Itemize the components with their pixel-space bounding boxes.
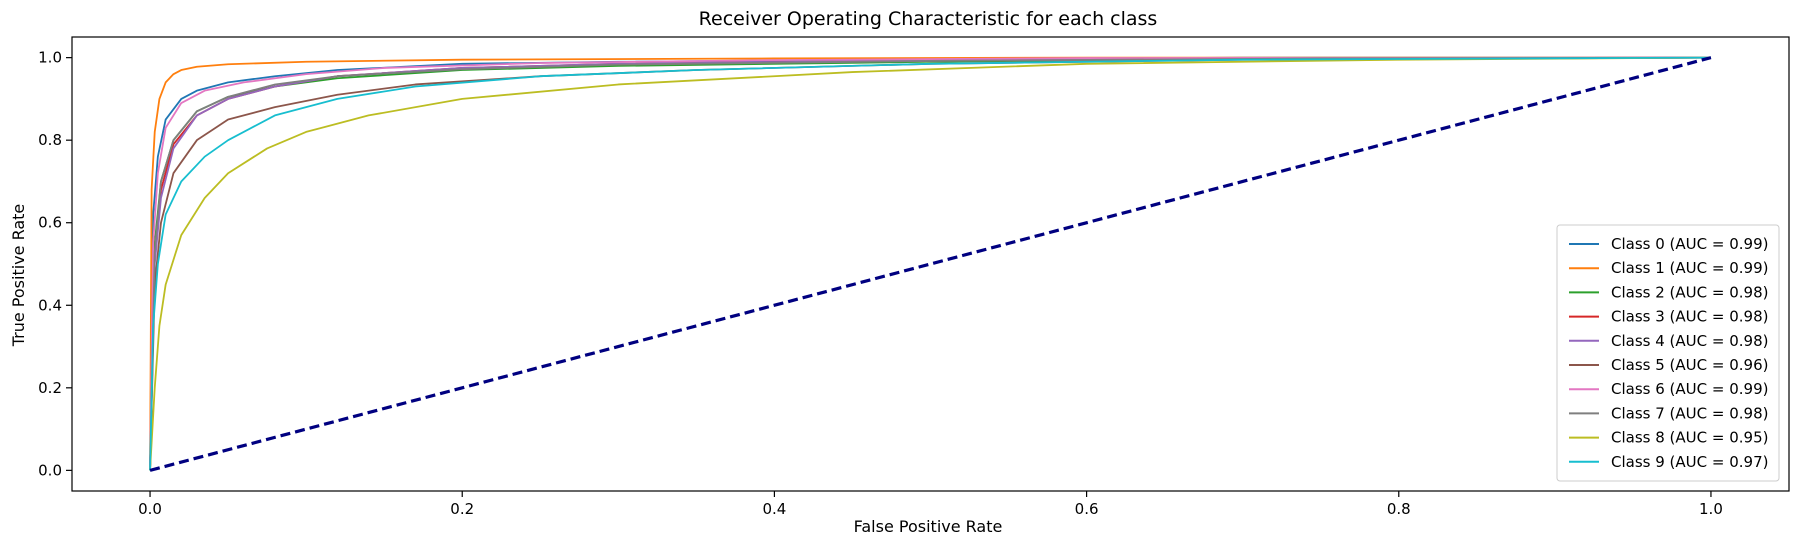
legend-entry-label: Class 1 (AUC = 0.99) bbox=[1611, 259, 1768, 277]
y-tick-label: 0.6 bbox=[38, 214, 62, 232]
legend-entry-label: Class 2 (AUC = 0.98) bbox=[1611, 283, 1768, 301]
y-tick-label: 0.2 bbox=[38, 379, 62, 397]
chart-title: Receiver Operating Characteristic for ea… bbox=[699, 8, 1158, 30]
legend-entry-label: Class 0 (AUC = 0.99) bbox=[1611, 235, 1768, 253]
series-line-class-1 bbox=[149, 56, 1711, 471]
y-tick-label: 0.8 bbox=[38, 131, 62, 149]
x-tick-label: 0.0 bbox=[138, 500, 162, 518]
x-tick-label: 0.6 bbox=[1075, 500, 1099, 518]
diagonal-reference-line bbox=[149, 56, 1712, 472]
legend-entry-label: Class 8 (AUC = 0.95) bbox=[1611, 429, 1768, 447]
x-axis-label: False Positive Rate bbox=[854, 517, 1003, 536]
series-line-class-9 bbox=[149, 56, 1711, 471]
legend-entry-label: Class 4 (AUC = 0.98) bbox=[1611, 332, 1768, 350]
y-tick-label: 1.0 bbox=[38, 49, 62, 67]
y-tick-label: 0.0 bbox=[38, 461, 62, 479]
legend-entry-label: Class 6 (AUC = 0.99) bbox=[1611, 380, 1768, 398]
series-line-class-7 bbox=[149, 56, 1711, 471]
legend-box bbox=[1556, 224, 1780, 482]
x-tick-label: 0.8 bbox=[1387, 500, 1411, 518]
x-tick-label: 1.0 bbox=[1699, 500, 1723, 518]
x-tick-label: 0.4 bbox=[762, 500, 786, 518]
plot-area: 0.0 0.2 0.4 0.6 0.8 1.0 0.0 0.2 0.4 0.6 0.8 1.0 Clas… bbox=[38, 36, 1790, 518]
legend-entry-label: Class 7 (AUC = 0.98) bbox=[1611, 404, 1768, 422]
legend-entry-label: Class 9 (AUC = 0.97) bbox=[1611, 453, 1768, 471]
series-line-class-8 bbox=[149, 56, 1711, 471]
axes-frame bbox=[71, 36, 1790, 492]
y-tick-label: 0.4 bbox=[38, 296, 62, 314]
legend-entry-label: Class 3 (AUC = 0.98) bbox=[1611, 308, 1768, 326]
series-line-class-6 bbox=[149, 56, 1711, 471]
x-tick-label: 0.2 bbox=[450, 500, 474, 518]
y-axis-label: True Positive Rate bbox=[9, 204, 28, 348]
legend-entry-label: Class 5 (AUC = 0.96) bbox=[1611, 356, 1768, 374]
